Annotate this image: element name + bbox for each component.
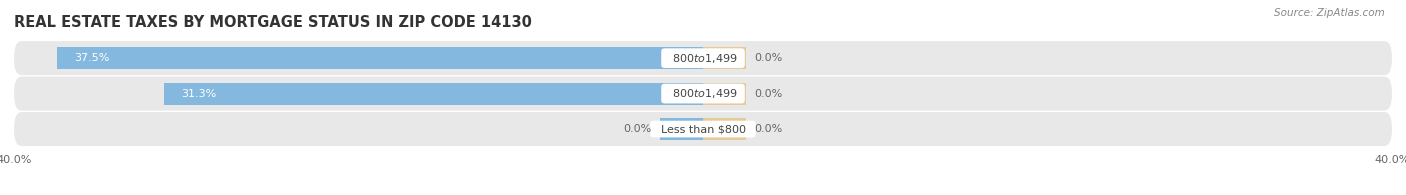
Text: 0.0%: 0.0% <box>755 124 783 134</box>
Text: REAL ESTATE TAXES BY MORTGAGE STATUS IN ZIP CODE 14130: REAL ESTATE TAXES BY MORTGAGE STATUS IN … <box>14 15 531 30</box>
Text: Source: ZipAtlas.com: Source: ZipAtlas.com <box>1274 8 1385 18</box>
Text: 37.5%: 37.5% <box>75 53 110 63</box>
Text: 0.0%: 0.0% <box>623 124 651 134</box>
FancyBboxPatch shape <box>14 77 1392 111</box>
Text: $800 to $1,499: $800 to $1,499 <box>665 87 741 100</box>
Bar <box>703 118 747 140</box>
Bar <box>165 83 703 105</box>
Text: 31.3%: 31.3% <box>181 89 217 99</box>
Bar <box>58 47 703 69</box>
Bar <box>659 118 703 140</box>
Text: Less than $800: Less than $800 <box>654 124 752 134</box>
Text: 0.0%: 0.0% <box>755 89 783 99</box>
Text: $800 to $1,499: $800 to $1,499 <box>665 52 741 65</box>
FancyBboxPatch shape <box>14 41 1392 75</box>
Legend: Without Mortgage, With Mortgage: Without Mortgage, With Mortgage <box>586 192 820 195</box>
Bar <box>703 47 747 69</box>
Bar <box>703 83 747 105</box>
FancyBboxPatch shape <box>14 112 1392 146</box>
Text: 0.0%: 0.0% <box>755 53 783 63</box>
